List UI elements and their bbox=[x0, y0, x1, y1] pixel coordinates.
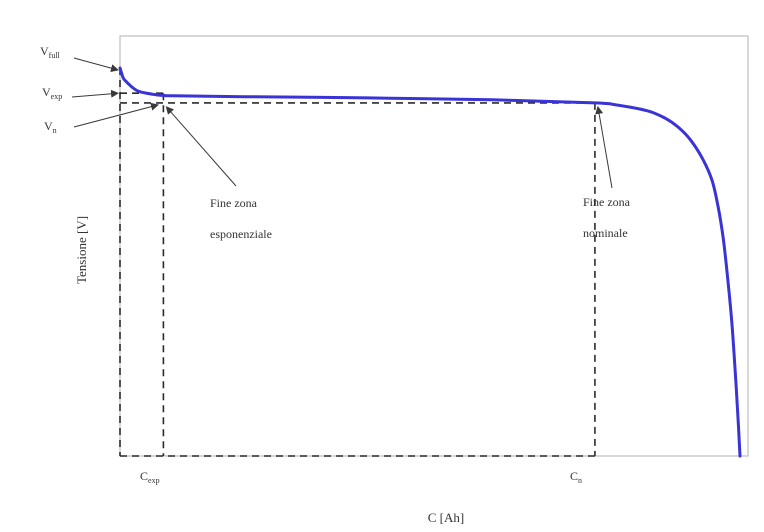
x-label-c-exp: Cexp bbox=[140, 469, 160, 485]
arrow-fine-nominale bbox=[595, 105, 613, 189]
y-axis-title: Tensione [V] bbox=[74, 216, 89, 284]
x-label-c-exp-sub: exp bbox=[148, 476, 160, 485]
dashed-guides bbox=[119, 68, 596, 457]
arrow-v-exp bbox=[71, 89, 119, 98]
x-label-c-n-sub: n bbox=[578, 476, 582, 485]
callout-exp-line1: Fine zona bbox=[210, 196, 258, 210]
callout-nom-line2: nominale bbox=[583, 226, 628, 240]
y-label-v-full-sub: full bbox=[49, 51, 61, 60]
y-label-v-n: Vn bbox=[44, 119, 57, 135]
y-label-v-exp-sub: exp bbox=[51, 92, 63, 101]
x-label-c-n-main: C bbox=[570, 469, 578, 483]
x-label-c-n: Cn bbox=[570, 469, 582, 485]
y-label-v-exp-main: V bbox=[42, 85, 51, 99]
callout-nom-line1: Fine zona bbox=[583, 195, 631, 209]
arrow-v-full bbox=[73, 57, 119, 73]
y-label-v-n-main: V bbox=[44, 119, 53, 133]
y-label-v-exp: Vexp bbox=[42, 85, 62, 101]
callout-exp-line2: esponenziale bbox=[210, 227, 272, 241]
x-axis-title: C [Ah] bbox=[428, 510, 464, 525]
annotation-arrows bbox=[71, 57, 613, 189]
arrow-v-n bbox=[73, 102, 159, 128]
y-label-v-full: Vfull bbox=[40, 44, 61, 60]
arrow-fine-esponenziale bbox=[165, 106, 237, 187]
y-label-v-n-sub: n bbox=[53, 126, 57, 135]
x-label-c-exp-main: C bbox=[140, 469, 148, 483]
discharge-curve-line bbox=[118, 66, 742, 458]
y-label-v-full-main: V bbox=[40, 44, 49, 58]
